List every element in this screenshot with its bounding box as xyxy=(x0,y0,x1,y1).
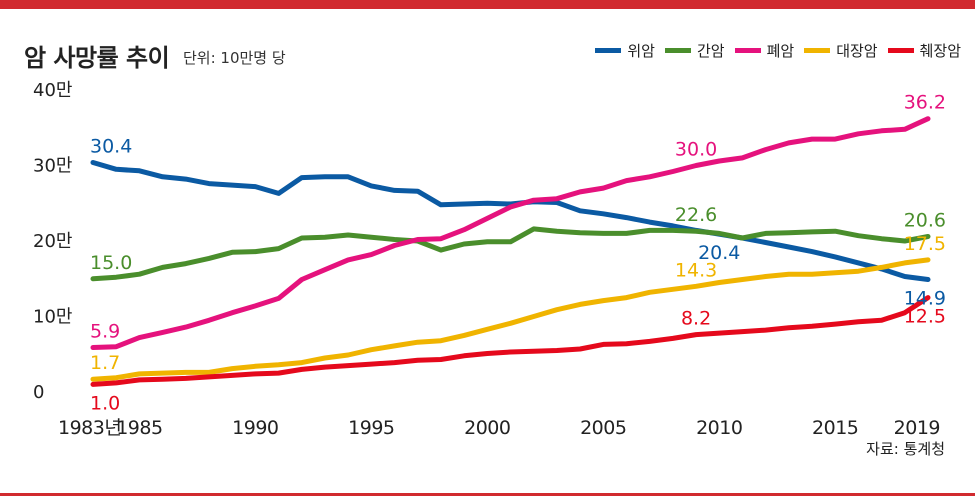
y-tick-label: 20만 xyxy=(33,231,72,252)
legend-item: 췌장암 xyxy=(887,40,961,61)
data-label: 20.4 xyxy=(698,242,740,264)
series-line-0 xyxy=(90,160,931,282)
x-tick-label: 1995 xyxy=(348,417,394,439)
legend-swatch xyxy=(887,48,914,53)
x-tick-label: 1990 xyxy=(232,417,278,439)
data-label: 5.9 xyxy=(90,320,120,342)
data-label: 1.0 xyxy=(90,392,120,414)
data-label: 15.0 xyxy=(90,252,132,274)
series-line-1 xyxy=(90,226,931,282)
legend-swatch xyxy=(734,48,761,53)
bottom-accent-bar xyxy=(0,493,975,496)
data-label: 30.4 xyxy=(90,135,132,157)
legend: 위암 간암 폐암 대장암 췌장암 xyxy=(595,40,961,61)
data-label: 14.3 xyxy=(675,259,717,281)
legend-swatch xyxy=(804,48,831,53)
x-tick-label: 1983년 xyxy=(58,417,121,439)
legend-label: 췌장암 xyxy=(919,42,961,60)
legend-swatch xyxy=(595,48,622,53)
legend-item: 간암 xyxy=(664,40,725,61)
source-label: 자료: 통계청 xyxy=(866,440,945,458)
series-line-4 xyxy=(90,295,931,387)
data-label: 20.6 xyxy=(904,209,946,231)
legend-item: 폐암 xyxy=(734,40,795,61)
data-label: 30.0 xyxy=(675,139,717,161)
legend-swatch xyxy=(664,48,691,53)
series-line-3 xyxy=(90,257,931,382)
data-label: 12.5 xyxy=(904,306,946,328)
chart-title: 암 사망률 추이 xyxy=(24,44,170,72)
data-label: 14.9 xyxy=(904,288,946,310)
series-line-2 xyxy=(90,116,931,350)
x-tick-label: 1985 xyxy=(116,417,162,439)
legend-label: 대장암 xyxy=(836,42,878,60)
x-tick-label: 2019 xyxy=(894,417,940,439)
legend-label: 위암 xyxy=(627,42,655,60)
y-tick-label: 30만 xyxy=(33,156,72,177)
x-tick-label: 2005 xyxy=(580,417,626,439)
data-label: 1.7 xyxy=(90,352,120,374)
unit-label: 단위: 10만명 당 xyxy=(183,49,286,67)
legend-label: 폐암 xyxy=(766,42,795,60)
top-accent-bar xyxy=(0,0,975,9)
y-tick-label: 0 xyxy=(33,382,44,403)
data-label: 36.2 xyxy=(904,92,946,114)
data-label: 22.6 xyxy=(675,204,717,226)
data-label: 17.5 xyxy=(904,233,946,255)
legend-item: 대장암 xyxy=(804,40,878,61)
y-tick-label: 10만 xyxy=(33,307,72,328)
x-tick-label: 2015 xyxy=(812,417,858,439)
data-label: 8.2 xyxy=(681,308,711,330)
x-tick-label: 2000 xyxy=(464,417,510,439)
y-tick-label: 40만 xyxy=(33,80,72,101)
legend-label: 간암 xyxy=(696,42,725,60)
x-tick-label: 2010 xyxy=(696,417,742,439)
legend-item: 위암 xyxy=(595,40,655,61)
